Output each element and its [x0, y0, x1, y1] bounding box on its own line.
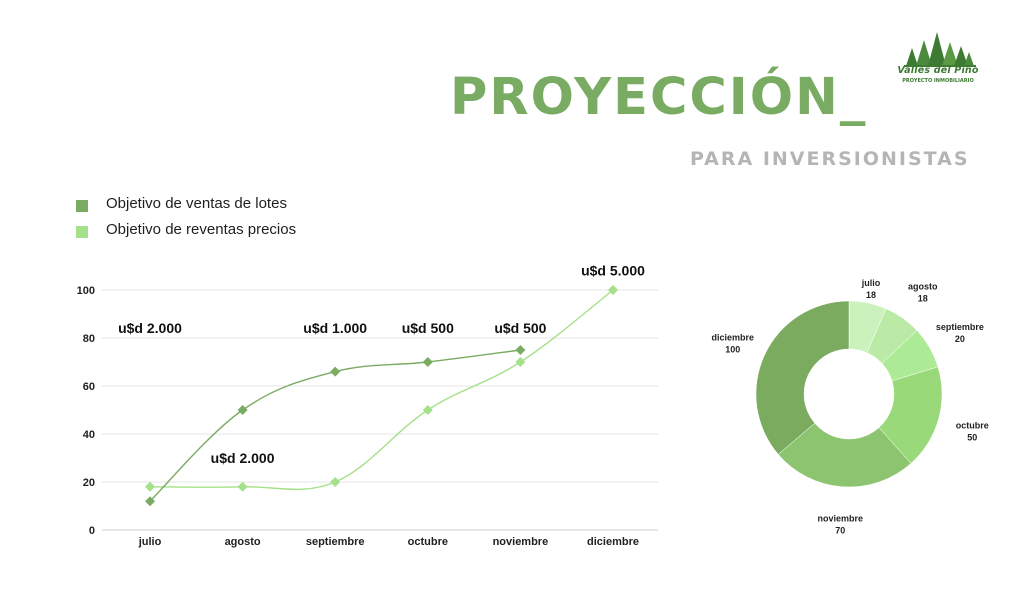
donut-value-julio: 18: [866, 290, 876, 300]
page-subtitle: PARA INVERSIONISTAS: [690, 148, 970, 170]
data-point-objetivo-de-reventas-precios-noviembre: [515, 357, 526, 367]
x-tick-label-noviembre: noviembre: [493, 536, 549, 548]
line-chart: 0 20 40 60 80 100 julio agosto septiembre octubre…: [77, 263, 658, 548]
y-tick-label-80: 80: [83, 333, 95, 345]
series-line-objetivo-de-reventas-precios: [149, 289, 614, 491]
series-line-objetivo-de-ventas-de-lotes: [149, 349, 521, 502]
donut-chart: julio 18 agosto 18 septiembre 20 octubre 50 novi…: [712, 278, 989, 536]
y-tick-label-100: 100: [77, 285, 95, 297]
data-label-octubre: u$d 500: [402, 320, 454, 336]
logo: Valles del Pino PROYECTO INMOBILIARIO: [896, 28, 980, 90]
data-point-objetivo-de-ventas-de-lotes-noviembre: [515, 345, 526, 355]
legend-label-reventas: Objetivo de reventas precios: [106, 221, 297, 238]
x-tick-label-septiembre: septiembre: [306, 536, 365, 548]
data-label-septiembre: u$d 1.000: [303, 320, 367, 336]
donut-label-septiembre: septiembre: [936, 322, 984, 332]
data-point-objetivo-de-reventas-precios-agosto: [237, 481, 248, 492]
donut-label-agosto: agosto: [908, 281, 938, 291]
donut-value-agosto: 18: [918, 293, 928, 303]
donut-label-diciembre: diciembre: [712, 332, 755, 342]
logo-name: Valles del Pino: [897, 65, 979, 76]
donut-label-noviembre: noviembre: [818, 514, 864, 524]
data-point-objetivo-de-ventas-de-lotes-julio: [145, 496, 155, 507]
x-tick-label-octubre: octubre: [408, 536, 448, 548]
donut-slice-noviembre: [777, 422, 912, 488]
x-tick-label-agosto: agosto: [225, 536, 261, 548]
data-point-objetivo-de-reventas-precios-julio: [145, 481, 155, 492]
data-label-julio: u$d 2.000: [118, 320, 182, 336]
donut-value-diciembre: 100: [725, 344, 740, 354]
y-tick-label-40: 40: [83, 429, 95, 441]
pine-trees-icon: [904, 32, 976, 67]
y-tick-label-60: 60: [83, 381, 95, 393]
x-tick-label-julio: julio: [138, 536, 162, 548]
legend-swatch-reventas: [76, 226, 88, 238]
donut-label-octubre: octubre: [956, 421, 989, 431]
legend-swatch-ventas: [76, 200, 88, 212]
donut-slice-diciembre: [755, 300, 850, 455]
data-point-objetivo-de-reventas-precios-diciembre: [608, 285, 618, 295]
x-tick-label-diciembre: diciembre: [587, 536, 639, 548]
donut-value-octubre: 50: [967, 433, 977, 443]
donut-label-julio: julio: [861, 278, 881, 288]
data-label-noviembre: u$d 500: [494, 320, 546, 336]
data-point-objetivo-de-ventas-de-lotes-octubre: [422, 357, 433, 367]
donut-value-septiembre: 20: [955, 334, 965, 344]
y-tick-label-0: 0: [89, 525, 95, 537]
data-point-objetivo-de-reventas-precios-septiembre: [330, 477, 341, 487]
data-label-diciembre: u$d 5.000: [581, 263, 645, 279]
data-point-objetivo-de-ventas-de-lotes-agosto: [237, 405, 248, 415]
legend-label-ventas: Objetivo de ventas de lotes: [106, 195, 287, 212]
logo-tagline: PROYECTO INMOBILIARIO: [902, 78, 974, 84]
data-label-agosto: u$d 2.000: [211, 450, 275, 466]
donut-value-noviembre: 70: [835, 526, 845, 536]
y-tick-label-20: 20: [83, 477, 95, 489]
page-title: PROYECCIÓN_: [450, 68, 868, 127]
data-point-objetivo-de-ventas-de-lotes-septiembre: [330, 366, 341, 377]
data-point-objetivo-de-reventas-precios-octubre: [422, 405, 433, 415]
